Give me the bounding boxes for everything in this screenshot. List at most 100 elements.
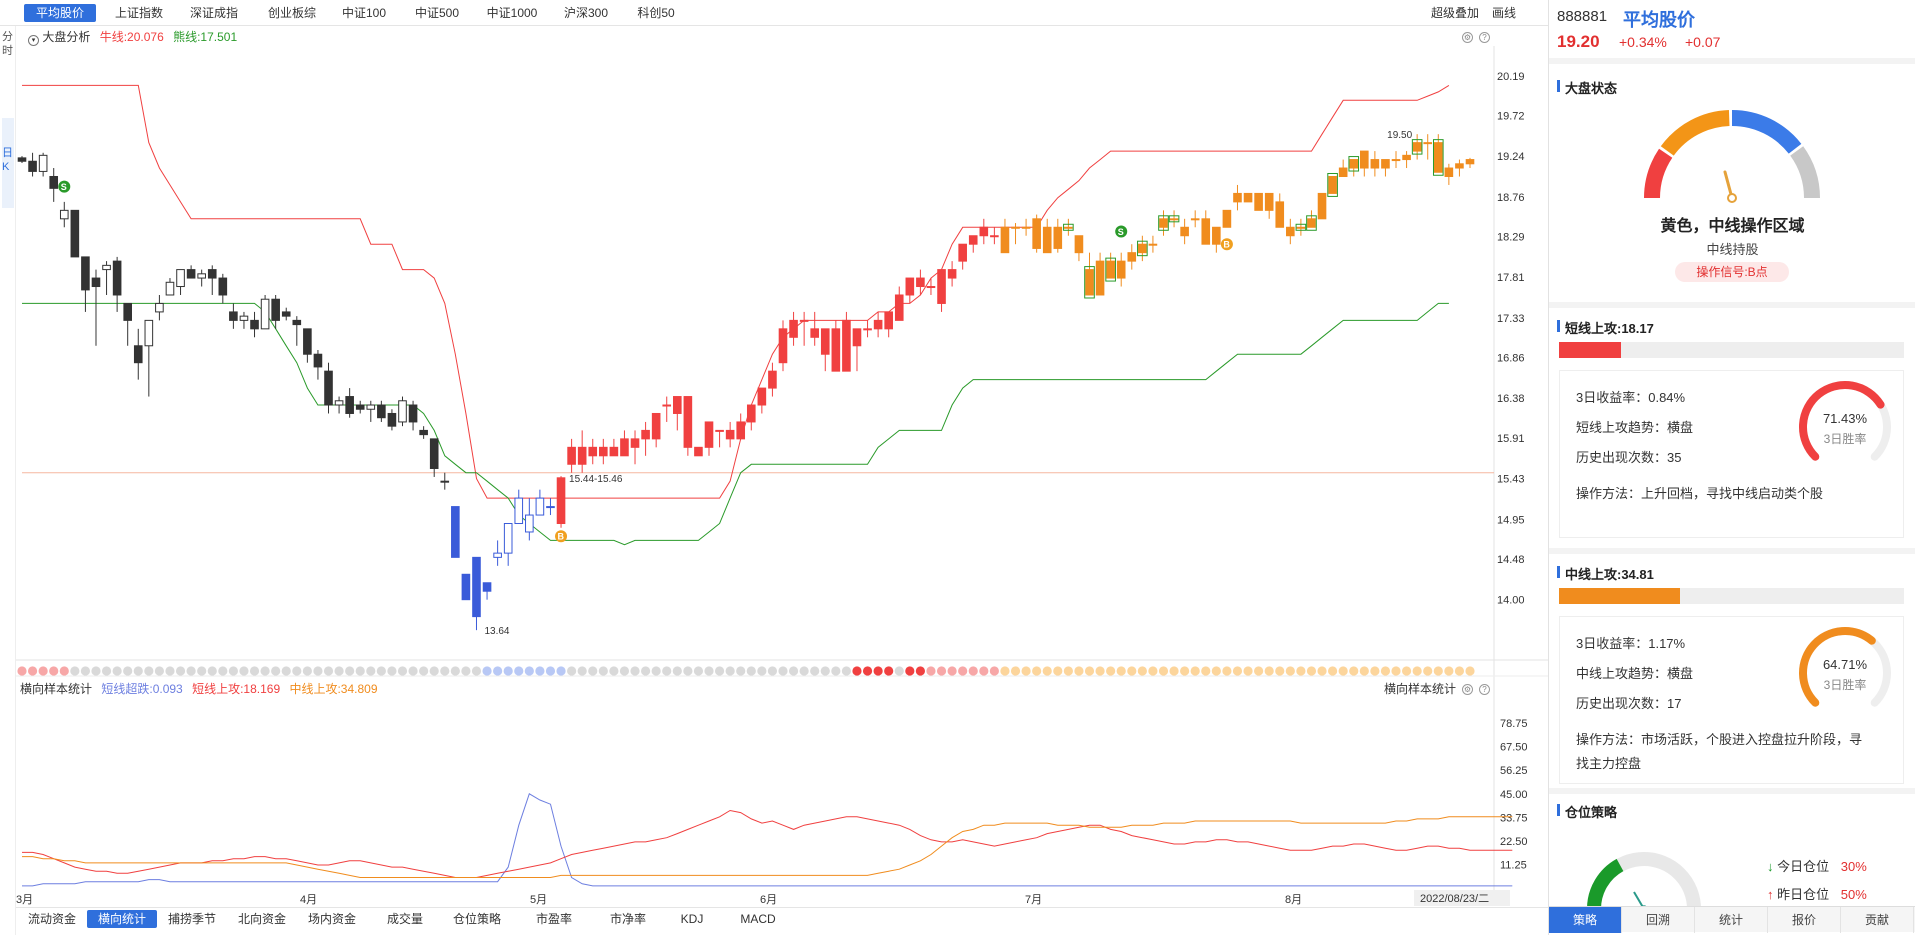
status-dot-94: [1010, 666, 1021, 676]
status-dot-84: [905, 666, 915, 676]
indicator-tab-8[interactable]: 市净率: [609, 912, 646, 926]
status-dot-23: [260, 666, 270, 676]
status-dot-60: [651, 666, 661, 676]
status-dot-4: [59, 666, 69, 676]
panel-tab-0[interactable]: 策略: [1549, 907, 1622, 933]
status-dot-5: [70, 666, 80, 676]
status-dot-17: [197, 666, 207, 676]
candle-body-67: [725, 429, 735, 440]
candle-body-99: [1064, 226, 1073, 229]
candle-body-87: [937, 269, 946, 304]
indicator-tab-9[interactable]: KDJ: [680, 912, 704, 926]
period-fenshi[interactable]: 分时: [2, 31, 13, 57]
mid-ret: 3日收益率：1.17%: [1576, 636, 1686, 651]
index-tab-5[interactable]: 中证500: [414, 6, 460, 20]
short-winrate-ring: [1799, 381, 1891, 461]
indicator-tab-3[interactable]: 北向资金: [237, 912, 286, 926]
stats-help-icon[interactable]: ?: [1479, 684, 1490, 695]
ring1-fill: [1799, 381, 1885, 461]
candle-body-133: [1423, 142, 1433, 145]
status-dot-72: [778, 666, 788, 676]
overlay-box-7: [1306, 215, 1317, 231]
candle-body-109: [1169, 218, 1179, 221]
draw-line-button[interactable]: 画线: [1491, 6, 1516, 20]
candle-body-132: [1412, 142, 1422, 152]
status-dot-103: [1106, 666, 1116, 676]
short-attack-title: 短线上攻:18.17: [1557, 318, 1654, 337]
period-sidebar: 分时 日K: [0, 26, 16, 935]
lower-tick-3: 45.00: [1500, 789, 1528, 801]
index-tab-2[interactable]: 深证成指: [189, 6, 238, 20]
mid-count: 历史出现次数：17: [1576, 696, 1682, 711]
short-attack-stats: 3日收益率：0.84% 短线上攻趋势：横盘 历史出现次数：35 操作方法：上升回…: [1559, 370, 1904, 538]
candle-body-11: [133, 345, 143, 364]
candle-body-47: [514, 497, 524, 525]
candle-body-16: [186, 269, 196, 279]
period-rik[interactable]: 日K: [2, 118, 14, 208]
panel-tab-2[interactable]: 统计: [1695, 907, 1768, 933]
gauge-segment-1: [1660, 110, 1730, 156]
candle-body-40: [440, 480, 450, 483]
index-tab-6[interactable]: 中证1000: [486, 6, 538, 20]
candle-body-31: [345, 396, 354, 414]
indicator-tab-2[interactable]: 捕捞季节: [167, 912, 216, 926]
help-icon[interactable]: ?: [1479, 32, 1490, 43]
candle-body-125: [1338, 167, 1348, 177]
candle-body-120: [1286, 226, 1295, 237]
xiong-line-value: 熊线:17.501: [173, 30, 238, 44]
status-dot-96: [1032, 666, 1042, 676]
indicator-tab-5[interactable]: 成交量: [386, 912, 423, 926]
indicator-tab-4[interactable]: 场内资金: [307, 912, 356, 926]
index-tab-3[interactable]: 创业板综: [267, 6, 316, 20]
price-tick-0: 20.19: [1497, 71, 1525, 83]
candle-body-92: [990, 235, 999, 238]
mid-up-value: 中线上攻:34.809: [289, 682, 378, 696]
index-tab-7[interactable]: 沪深300: [563, 6, 609, 20]
status-dot-62: [672, 666, 682, 676]
index-tab-4[interactable]: 中证100: [341, 6, 387, 20]
down-arrow-icon: ↓: [1767, 859, 1774, 874]
overlay-button[interactable]: 超级叠加: [1430, 6, 1479, 20]
indicator-tab-0[interactable]: 流动资金: [27, 912, 76, 926]
candle-body-6: [81, 256, 90, 291]
index-tab-8[interactable]: 科创50: [637, 6, 675, 20]
indicator-tab-6[interactable]: 仓位策略: [452, 912, 501, 926]
candle-body-2: [38, 154, 48, 172]
xiong-line: [22, 302, 1449, 546]
status-dot-127: [1359, 666, 1369, 676]
stats-settings-icon[interactable]: ⚙: [1462, 684, 1473, 695]
candle-body-71: [768, 370, 777, 389]
lower-tick-5: 22.50: [1500, 836, 1528, 848]
status-dot-69: [746, 666, 756, 676]
date-label-bg: [1414, 890, 1510, 906]
status-dot-106: [1137, 666, 1147, 676]
mid-trend: 中线上攻趋势：横盘: [1576, 666, 1694, 681]
candle-body-8: [102, 264, 111, 271]
candle-body-36: [398, 400, 407, 423]
status-dot-54: [588, 666, 598, 676]
panel-tab-1[interactable]: 回溯: [1622, 907, 1695, 933]
candle-body-85: [916, 277, 925, 288]
mid-attack-bar-fill: [1559, 588, 1680, 604]
status-dot-120: [1285, 666, 1295, 676]
status-dot-26: [292, 666, 302, 676]
status-dot-122: [1306, 666, 1317, 676]
candle-body-32: [355, 404, 365, 410]
indicator-tab-1[interactable]: 横向统计: [87, 910, 157, 928]
index-tab-0[interactable]: 平均股价: [24, 4, 96, 22]
indicator-tab-bar: 流动资金 横向统计 捕捞季节 北向资金 场内资金 成交量 仓位策略 市盈率 市净率 KDJ MACD: [16, 907, 1548, 929]
status-dot-128: [1370, 666, 1380, 676]
panel-tab-3[interactable]: 报价: [1768, 907, 1841, 933]
status-dot-68: [736, 666, 746, 676]
index-tab-1[interactable]: 上证指数: [114, 6, 163, 20]
collapse-icon[interactable]: ▾: [28, 35, 39, 46]
month-label-4: 7月: [1025, 894, 1042, 906]
panel-tab-4[interactable]: 贡献: [1841, 907, 1914, 933]
status-dot-24: [271, 666, 281, 676]
overlay-box-11: [1432, 139, 1444, 176]
settings-icon[interactable]: ⚙: [1462, 32, 1473, 43]
indicator-tab-10[interactable]: MACD: [740, 912, 776, 926]
indicator-tab-7[interactable]: 市盈率: [535, 912, 572, 926]
candle-body-93: [1000, 226, 1010, 254]
candle-body-111: [1190, 218, 1200, 221]
